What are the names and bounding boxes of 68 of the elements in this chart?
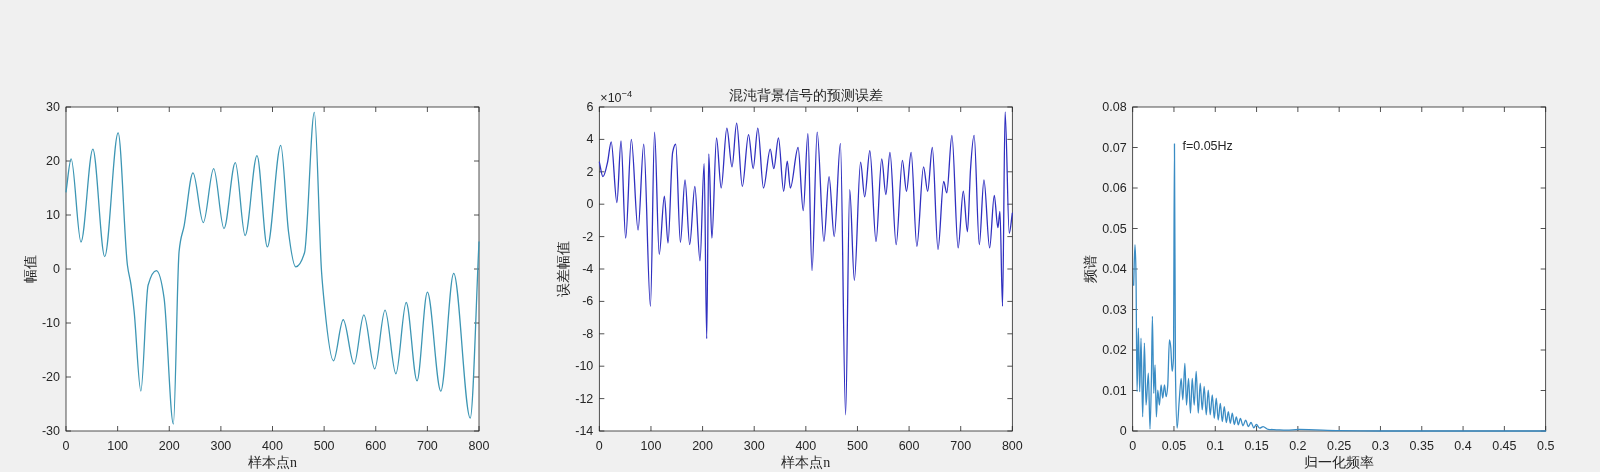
y-tick-label: 0.01 — [1102, 383, 1127, 398]
x-tick-label: 800 — [1001, 439, 1023, 453]
x-tick-label: 600 — [365, 439, 387, 453]
y-tick-label: 20 — [46, 154, 61, 168]
y-tick-label: 0 — [1119, 424, 1127, 438]
x-tick-label: 0.35 — [1409, 439, 1434, 453]
y-tick-label: -10 — [575, 359, 594, 374]
x-tick-label: 0 — [62, 439, 70, 453]
y-axis-title: 幅值 — [22, 255, 38, 283]
y-tick-label: -14 — [575, 424, 594, 438]
y-tick-label: 0 — [586, 197, 594, 212]
x-tick-label: 400 — [262, 439, 283, 453]
x-tick-label: 200 — [158, 439, 180, 453]
x-axis-title: 样本点n — [248, 454, 297, 470]
y-tick-label: 0.04 — [1102, 262, 1127, 276]
x-tick-label: 0.4 — [1454, 439, 1472, 453]
y-tick-label: 2 — [586, 164, 594, 179]
y-tick-label: 0.08 — [1102, 100, 1127, 114]
x-tick-label: 0.05 — [1161, 439, 1187, 453]
x-axis-title: 样本点n — [781, 454, 831, 470]
x-tick-label: 700 — [416, 439, 438, 453]
x-tick-label: 600 — [898, 439, 920, 453]
y-tick-label: -20 — [41, 370, 61, 384]
y-tick-label: -8 — [582, 326, 594, 341]
y-tick-label: 0.06 — [1102, 181, 1127, 195]
y-tick-label: 0.05 — [1102, 221, 1127, 236]
y-axis-title: 误差幅值 — [555, 241, 571, 297]
y-tick-label: 0.07 — [1102, 140, 1127, 155]
x-tick-label: 300 — [743, 439, 765, 453]
x-tick-label: 700 — [950, 439, 972, 453]
line-series — [65, 111, 480, 425]
y-tick-label: 10 — [46, 208, 61, 222]
y-tick-label: -30 — [41, 424, 61, 438]
x-tick-label: 300 — [210, 439, 232, 453]
y-tick-label: -6 — [582, 294, 594, 309]
line-series — [1133, 143, 1547, 432]
x-axis-title: 归一化频率 — [1304, 454, 1375, 470]
x-tick-label: 0.5 — [1536, 439, 1555, 453]
x-tick-label: 0.2 — [1289, 439, 1307, 453]
y-tick-label: 4 — [586, 132, 594, 147]
x-tick-label: 0 — [1129, 439, 1137, 453]
y-tick-label: 30 — [46, 100, 61, 114]
y-tick-label: -12 — [575, 391, 594, 406]
y-axis-title: 频谱 — [1082, 255, 1098, 283]
x-tick-label: 400 — [795, 439, 817, 453]
x-tick-label: 0.25 — [1327, 439, 1352, 453]
x-tick-label: 100 — [640, 439, 662, 453]
x-tick-label: 0.3 — [1371, 439, 1390, 453]
y-tick-label: -2 — [582, 229, 594, 244]
x-tick-label: 100 — [107, 439, 129, 453]
y-tick-label: 0 — [53, 262, 61, 276]
x-tick-label: 0.1 — [1206, 439, 1224, 453]
x-tick-label: 500 — [313, 439, 335, 453]
x-tick-label: 800 — [468, 439, 490, 453]
y-tick-label: 6 — [586, 100, 594, 114]
y-tick-label: 0.03 — [1102, 302, 1127, 317]
x-tick-label: 200 — [692, 439, 714, 453]
text: ×10$^{−4}$ — [600, 89, 633, 105]
annotation: f=0.05Hz — [1182, 138, 1233, 153]
x-tick-label: 500 — [847, 439, 868, 453]
x-tick-label: 0.15 — [1244, 439, 1269, 453]
y-tick-label: 0.02 — [1102, 343, 1127, 357]
x-tick-label: 0.45 — [1492, 439, 1517, 453]
y-tick-label: -4 — [582, 262, 594, 276]
x-tick-label: 0 — [595, 439, 603, 453]
line-series — [598, 111, 1013, 416]
y-tick-label: -10 — [41, 316, 61, 330]
chart-title: 混沌背景信号的预测误差 — [728, 87, 883, 103]
